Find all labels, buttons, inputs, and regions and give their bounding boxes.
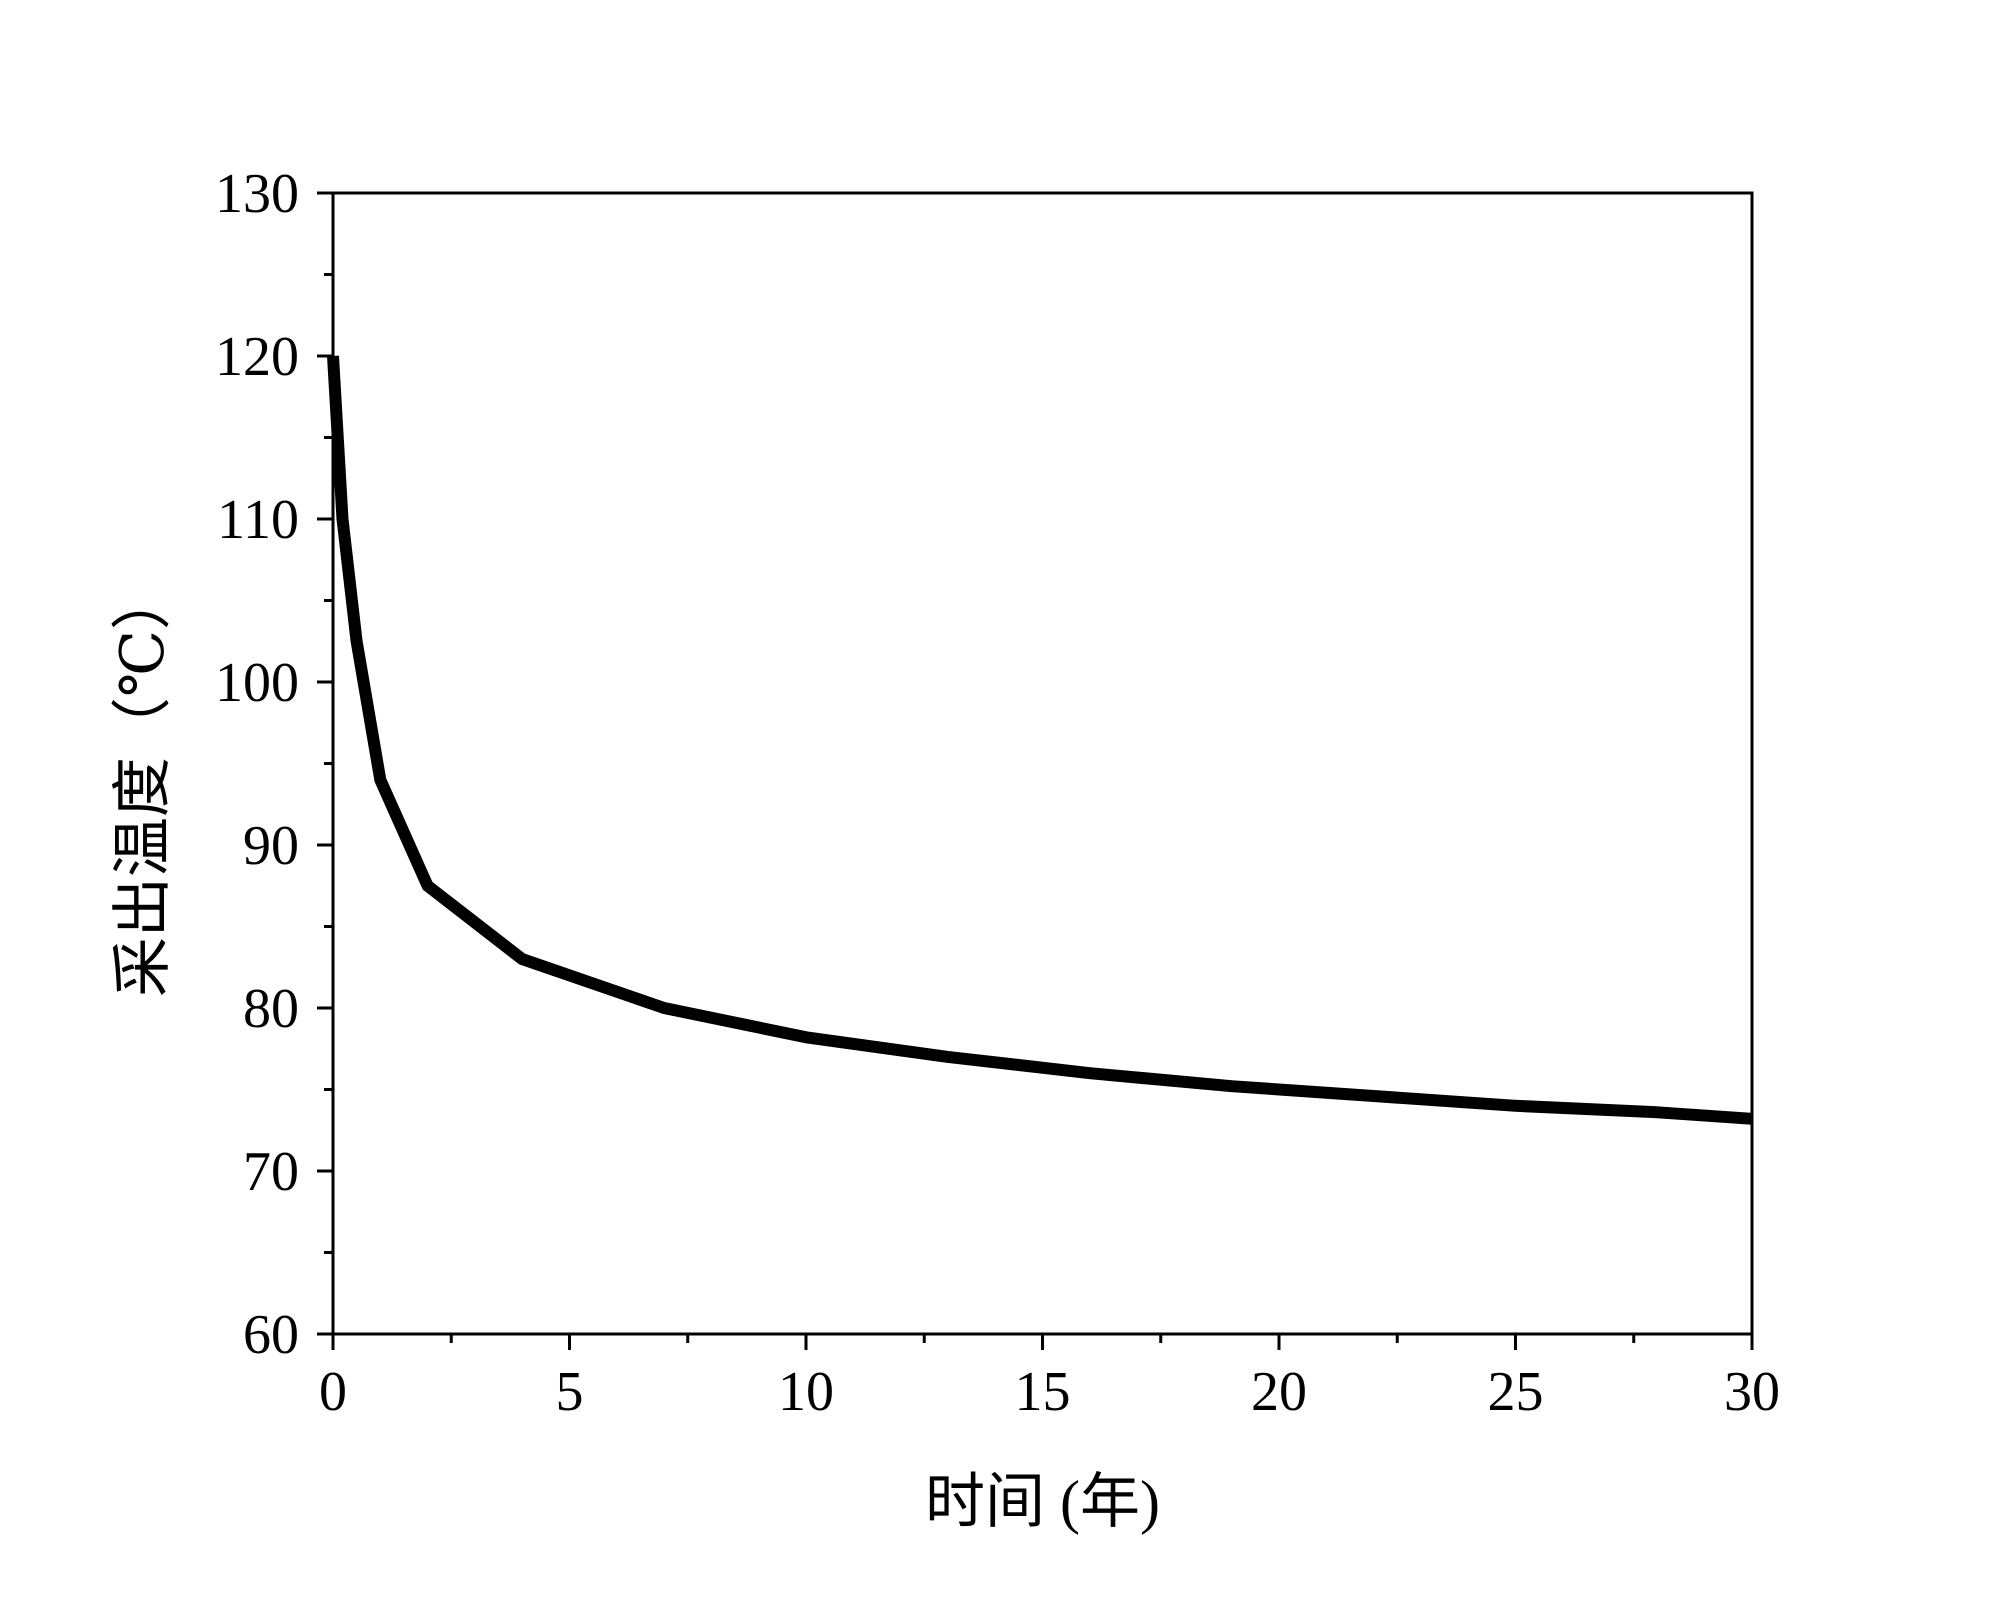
y-tick-label: 90 [243,815,299,877]
x-tick-label: 10 [778,1361,834,1423]
y-axis-title: 采出温度（℃） [110,570,176,997]
x-axis-title: 时间 (年) [925,1469,1160,1535]
x-tick-label: 15 [1015,1361,1071,1423]
x-tick-label: 20 [1251,1361,1307,1423]
axis-ticks [317,191,1754,1350]
y-tick-label: 130 [215,163,299,225]
y-tick-label: 100 [215,652,299,714]
x-tick-label: 5 [556,1361,584,1423]
y-tick-label: 60 [243,1304,299,1366]
x-tick-label: 0 [319,1361,347,1423]
plot-frame [331,191,1754,1336]
y-tick-label: 80 [243,978,299,1040]
series-layer [327,355,1753,1125]
y-tick-label: 70 [243,1141,299,1203]
series-line [327,355,1753,1125]
tick-labels: 0 5 10 15 20 25 30 60 70 80 90 100 110 120 130 [215,163,1780,1423]
x-tick-label: 25 [1488,1361,1544,1423]
y-tick-label: 120 [215,326,299,388]
x-tick-label: 30 [1724,1361,1780,1423]
y-tick-label: 110 [217,489,299,551]
